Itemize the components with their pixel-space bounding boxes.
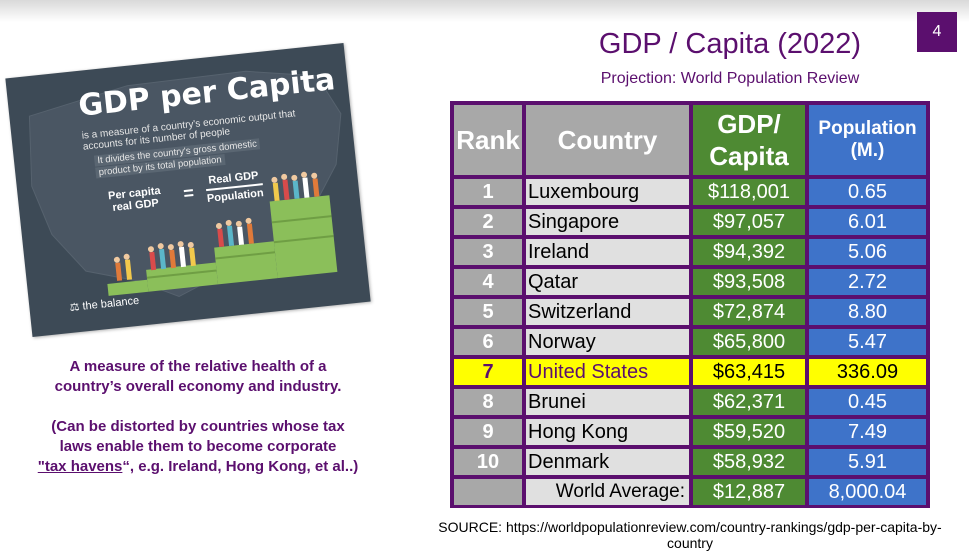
slide-title: GDP / Capita (2022) xyxy=(598,28,862,60)
cell-population: 0.65 xyxy=(809,179,926,205)
cell-rank: 1 xyxy=(454,179,522,205)
description-line4: laws enable them to become corporate xyxy=(59,438,337,455)
cell-population: 6.01 xyxy=(809,209,926,235)
cell-rank: 4 xyxy=(454,269,522,295)
header-gdp-line2: Capita xyxy=(709,141,789,171)
header-rank: Rank xyxy=(454,105,522,175)
cell-country: Norway xyxy=(526,329,689,355)
cell-rank: 6 xyxy=(454,329,522,355)
cell-country: Singapore xyxy=(526,209,689,235)
cell-rank: 5 xyxy=(454,299,522,325)
cell-country: Qatar xyxy=(526,269,689,295)
footer-label: World Average: xyxy=(526,479,689,505)
description-text: A measure of the relative health of a co… xyxy=(18,357,378,477)
cell-country: Switzerland xyxy=(526,299,689,325)
slide-number: 4 xyxy=(917,12,957,52)
header-pop-line1: Population xyxy=(818,118,917,139)
cell-population: 5.91 xyxy=(809,449,926,475)
cell-country: Denmark xyxy=(526,449,689,475)
cell-population: 8.80 xyxy=(809,299,926,325)
cell-rank: 7 xyxy=(454,359,522,385)
balance-logo-icon: ⚖ xyxy=(69,301,81,314)
description-line1: A measure of the relative health of a xyxy=(69,358,327,375)
gdp-table: Rank Country GDP/Capita Population (M.) 1… xyxy=(450,101,930,508)
description-line2: country’s overall economy and industry. xyxy=(54,378,342,395)
cell-population: 0.45 xyxy=(809,389,926,415)
cell-population: 5.47 xyxy=(809,329,926,355)
header-country: Country xyxy=(526,105,689,175)
cell-gdp: $97,057 xyxy=(693,209,805,235)
cell-gdp: $58,932 xyxy=(693,449,805,475)
cell-gdp: $62,371 xyxy=(693,389,805,415)
cell-rank: 8 xyxy=(454,389,522,415)
top-shade xyxy=(0,0,969,22)
infographic-equals-sign: = xyxy=(182,182,195,204)
cell-gdp: $65,800 xyxy=(693,329,805,355)
cell-country: Luxembourg xyxy=(526,179,689,205)
source-citation: SOURCE: https://worldpopulationreview.co… xyxy=(438,519,942,551)
cell-gdp: $94,392 xyxy=(693,239,805,265)
cell-country: United States xyxy=(526,359,689,385)
header-gdp-line1: GDP/ xyxy=(717,109,781,139)
gdp-infographic: GDP per Capita is a measure of a country… xyxy=(5,42,371,338)
header-gdp: GDP/Capita xyxy=(693,105,805,175)
cell-population: 5.06 xyxy=(809,239,926,265)
description-line5: "tax havens“, e.g. Ireland, Hong Kong, e… xyxy=(18,457,378,477)
cell-population: 336.09 xyxy=(809,359,926,385)
cell-population: 7.49 xyxy=(809,419,926,445)
cell-gdp: $72,874 xyxy=(693,299,805,325)
cell-country: Brunei xyxy=(526,389,689,415)
cell-rank: 9 xyxy=(454,419,522,445)
cell-gdp: $118,001 xyxy=(693,179,805,205)
cell-gdp: $59,520 xyxy=(693,419,805,445)
infographic-fraction: Real GDP Population xyxy=(204,168,264,206)
cell-gdp: $63,415 xyxy=(693,359,805,385)
cell-country: Hong Kong xyxy=(526,419,689,445)
header-population: Population (M.) xyxy=(809,105,926,175)
description-line3: (Can be distorted by countries whose tax xyxy=(51,418,345,435)
footer-population: 8,000.04 xyxy=(809,479,926,505)
cell-population: 2.72 xyxy=(809,269,926,295)
cell-rank: 3 xyxy=(454,239,522,265)
footer-gdp: $12,887 xyxy=(693,479,805,505)
cell-gdp: $93,508 xyxy=(693,269,805,295)
cell-country: Ireland xyxy=(526,239,689,265)
footer-blank xyxy=(454,479,522,505)
header-pop-line2: (M.) xyxy=(850,140,885,161)
people-and-money-illustration xyxy=(107,171,338,296)
slide-subtitle: Projection: World Population Review xyxy=(600,70,860,87)
cell-rank: 10 xyxy=(454,449,522,475)
cell-rank: 2 xyxy=(454,209,522,235)
description-line5-rest: “, e.g. Ireland, Hong Kong, et al..) xyxy=(122,458,359,475)
tax-havens-link: "tax havens xyxy=(37,458,123,475)
